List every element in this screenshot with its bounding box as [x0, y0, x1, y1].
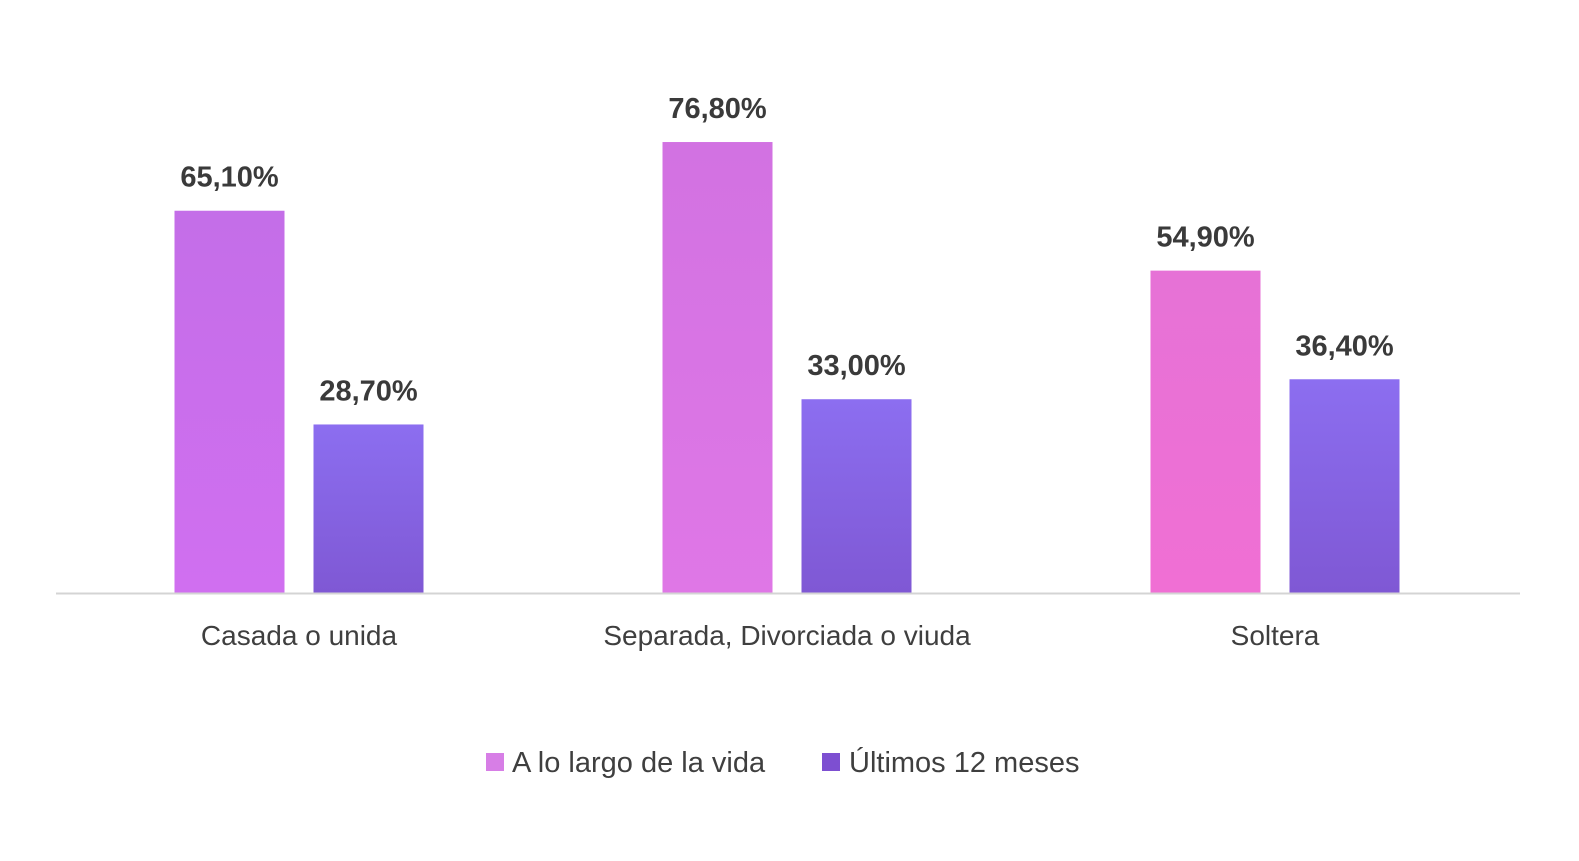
bar-ultimos-12-meses-soltera [1289, 379, 1400, 593]
bar-a-lo-largo-de-la-vida-soltera [1150, 270, 1261, 593]
bar-a-lo-largo-de-la-vida-separada-divorciada-o-viuda [662, 142, 773, 593]
category-label-casada-o-unida: Casada o unida [201, 620, 398, 651]
legend-label-lifetime: A lo largo de la vida [512, 747, 766, 779]
legend-swatch-lifetime [486, 753, 504, 771]
category-labels-layer: Casada o unida Separada, Divorciada o viu… [201, 620, 1320, 651]
value-label-ultimos-12-meses-casada-o-unida: 28,70% [319, 375, 418, 407]
legend-swatch-last-12-months [822, 753, 840, 771]
bar-ultimos-12-meses-separada-divorciada-o-viuda [801, 399, 912, 593]
category-label-separada-divorciada-o-viuda: Separada, Divorciada o viuda [603, 620, 971, 651]
bar-ultimos-12-meses-casada-o-unida [313, 424, 424, 593]
bar-a-lo-largo-de-la-vida-casada-o-unida [174, 210, 285, 594]
legend: A lo largo de la vida Últimos 12 meses [486, 746, 1079, 779]
legend-label-last-12-months: Últimos 12 meses [849, 746, 1079, 779]
value-labels-layer: 65,10% 28,70% 76,80% 33,00% 54,90% 36,40% [180, 93, 1394, 407]
value-label-ultimos-12-meses-soltera: 36,40% [1295, 330, 1394, 362]
value-label-a-lo-largo-de-la-vida-soltera: 54,90% [1156, 222, 1255, 254]
category-label-soltera: Soltera [1231, 620, 1320, 651]
bars-layer [174, 142, 1400, 594]
value-label-a-lo-largo-de-la-vida-casada-o-unida: 65,10% [180, 162, 279, 194]
value-label-ultimos-12-meses-separada-divorciada-o-viuda: 33,00% [807, 350, 906, 382]
value-label-a-lo-largo-de-la-vida-separada-divorciada-o-viuda: 76,80% [668, 93, 767, 125]
